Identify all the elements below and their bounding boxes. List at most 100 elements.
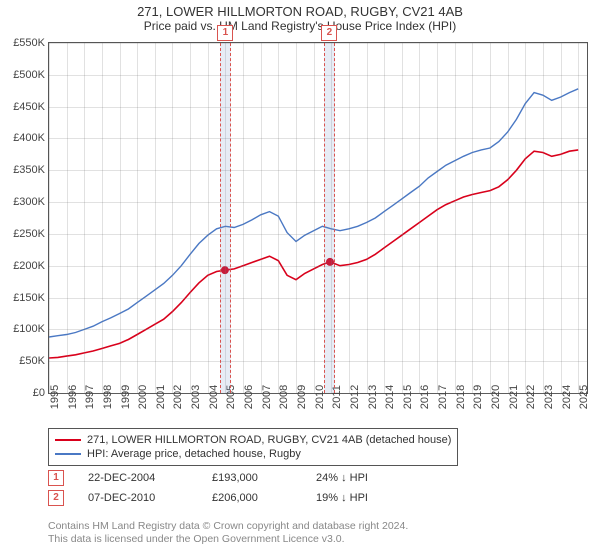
gridline-v <box>120 43 121 393</box>
x-tick-label: 1999 <box>120 385 132 409</box>
x-tick-label: 2009 <box>296 385 308 409</box>
x-tick-label: 2024 <box>561 385 573 409</box>
sale-record-row: 2 07-DEC-2010 £206,000 19% ↓ HPI <box>48 490 368 506</box>
gridline-v <box>137 43 138 393</box>
x-tick-label: 2006 <box>243 385 255 409</box>
sale-marker-label: 2 <box>321 25 337 41</box>
title-block: 271, LOWER HILLMORTON ROAD, RUGBY, CV21 … <box>0 0 600 33</box>
gridline-v <box>49 43 50 393</box>
gridline-h <box>49 170 587 171</box>
gridline-v <box>296 43 297 393</box>
gridline-v <box>455 43 456 393</box>
y-tick-label: £500K <box>13 69 45 81</box>
x-tick-label: 2021 <box>508 385 520 409</box>
gridline-v <box>384 43 385 393</box>
sale-records: 122-DEC-2004£193,00024% ↓ HPI207-DEC-201… <box>48 470 368 510</box>
gridline-v <box>261 43 262 393</box>
x-tick-label: 2012 <box>349 385 361 409</box>
y-tick-label: £0 <box>33 387 45 399</box>
license-line-2: This data is licensed under the Open Gov… <box>48 533 408 546</box>
gridline-h <box>49 107 587 108</box>
x-tick-label: 1998 <box>102 385 114 409</box>
x-tick-label: 2016 <box>419 385 431 409</box>
x-tick-label: 2025 <box>578 385 590 409</box>
chart-plot-area: £0£50K£100K£150K£200K£250K£300K£350K£400… <box>48 42 588 394</box>
sale-record-marker: 1 <box>48 470 64 486</box>
gridline-v <box>172 43 173 393</box>
sale-shade-band <box>220 43 231 393</box>
gridline-v <box>367 43 368 393</box>
x-tick-label: 2004 <box>208 385 220 409</box>
gridline-v <box>578 43 579 393</box>
x-tick-label: 2020 <box>490 385 502 409</box>
x-tick-label: 2022 <box>525 385 537 409</box>
y-tick-label: £350K <box>13 164 45 176</box>
gridline-v <box>243 43 244 393</box>
gridline-v <box>155 43 156 393</box>
chart-svg <box>49 43 587 393</box>
gridline-v <box>314 43 315 393</box>
x-tick-label: 2013 <box>367 385 379 409</box>
sale-record-date: 07-DEC-2010 <box>88 492 188 504</box>
page-subtitle: Price paid vs. HM Land Registry's House … <box>0 19 600 33</box>
x-tick-label: 1997 <box>84 385 96 409</box>
y-tick-label: £550K <box>13 37 45 49</box>
y-tick-label: £450K <box>13 101 45 113</box>
gridline-v <box>543 43 544 393</box>
x-tick-label: 1995 <box>49 385 61 409</box>
y-tick-label: £150K <box>13 292 45 304</box>
gridline-h <box>49 266 587 267</box>
sale-record-delta: 24% ↓ HPI <box>316 472 368 484</box>
legend-row: HPI: Average price, detached house, Rugb… <box>55 447 451 461</box>
x-tick-label: 2018 <box>455 385 467 409</box>
legend: 271, LOWER HILLMORTON ROAD, RUGBY, CV21 … <box>48 428 458 466</box>
gridline-h <box>49 329 587 330</box>
gridline-h <box>49 298 587 299</box>
gridline-v <box>190 43 191 393</box>
gridline-h <box>49 202 587 203</box>
gridline-v <box>490 43 491 393</box>
legend-label: 271, LOWER HILLMORTON ROAD, RUGBY, CV21 … <box>87 434 451 446</box>
gridline-v <box>67 43 68 393</box>
x-tick-label: 1996 <box>67 385 79 409</box>
x-tick-label: 2001 <box>155 385 167 409</box>
sale-marker-label: 1 <box>217 25 233 41</box>
sale-record-marker: 2 <box>48 490 64 506</box>
gridline-v <box>561 43 562 393</box>
page: 271, LOWER HILLMORTON ROAD, RUGBY, CV21 … <box>0 0 600 560</box>
gridline-v <box>102 43 103 393</box>
y-tick-label: £400K <box>13 132 45 144</box>
x-tick-label: 2003 <box>190 385 202 409</box>
legend-label: HPI: Average price, detached house, Rugb… <box>87 448 301 460</box>
sale-record-row: 122-DEC-2004£193,00024% ↓ HPI <box>48 470 368 486</box>
sale-record-delta: 19% ↓ HPI <box>316 492 368 504</box>
y-tick-label: £250K <box>13 228 45 240</box>
gridline-v <box>508 43 509 393</box>
gridline-v <box>525 43 526 393</box>
y-tick-label: £300K <box>13 196 45 208</box>
x-tick-label: 2023 <box>543 385 555 409</box>
x-tick-label: 2019 <box>472 385 484 409</box>
license-text: Contains HM Land Registry data © Crown c… <box>48 520 408 546</box>
x-tick-label: 2014 <box>384 385 396 409</box>
y-tick-label: £50K <box>19 355 45 367</box>
gridline-h <box>49 361 587 362</box>
gridline-v <box>349 43 350 393</box>
sale-record-price: £206,000 <box>212 492 292 504</box>
gridline-v <box>402 43 403 393</box>
gridline-v <box>208 43 209 393</box>
gridline-v <box>419 43 420 393</box>
x-tick-label: 2002 <box>172 385 184 409</box>
x-tick-label: 2015 <box>402 385 414 409</box>
page-title: 271, LOWER HILLMORTON ROAD, RUGBY, CV21 … <box>0 4 600 19</box>
sale-record-date: 22-DEC-2004 <box>88 472 188 484</box>
x-tick-label: 2000 <box>137 385 149 409</box>
gridline-v <box>472 43 473 393</box>
x-tick-label: 2008 <box>278 385 290 409</box>
gridline-v <box>84 43 85 393</box>
license-line-1: Contains HM Land Registry data © Crown c… <box>48 520 408 533</box>
legend-row: 271, LOWER HILLMORTON ROAD, RUGBY, CV21 … <box>55 433 451 447</box>
legend-swatch <box>55 439 81 441</box>
gridline-h <box>49 43 587 44</box>
legend-swatch <box>55 453 81 455</box>
